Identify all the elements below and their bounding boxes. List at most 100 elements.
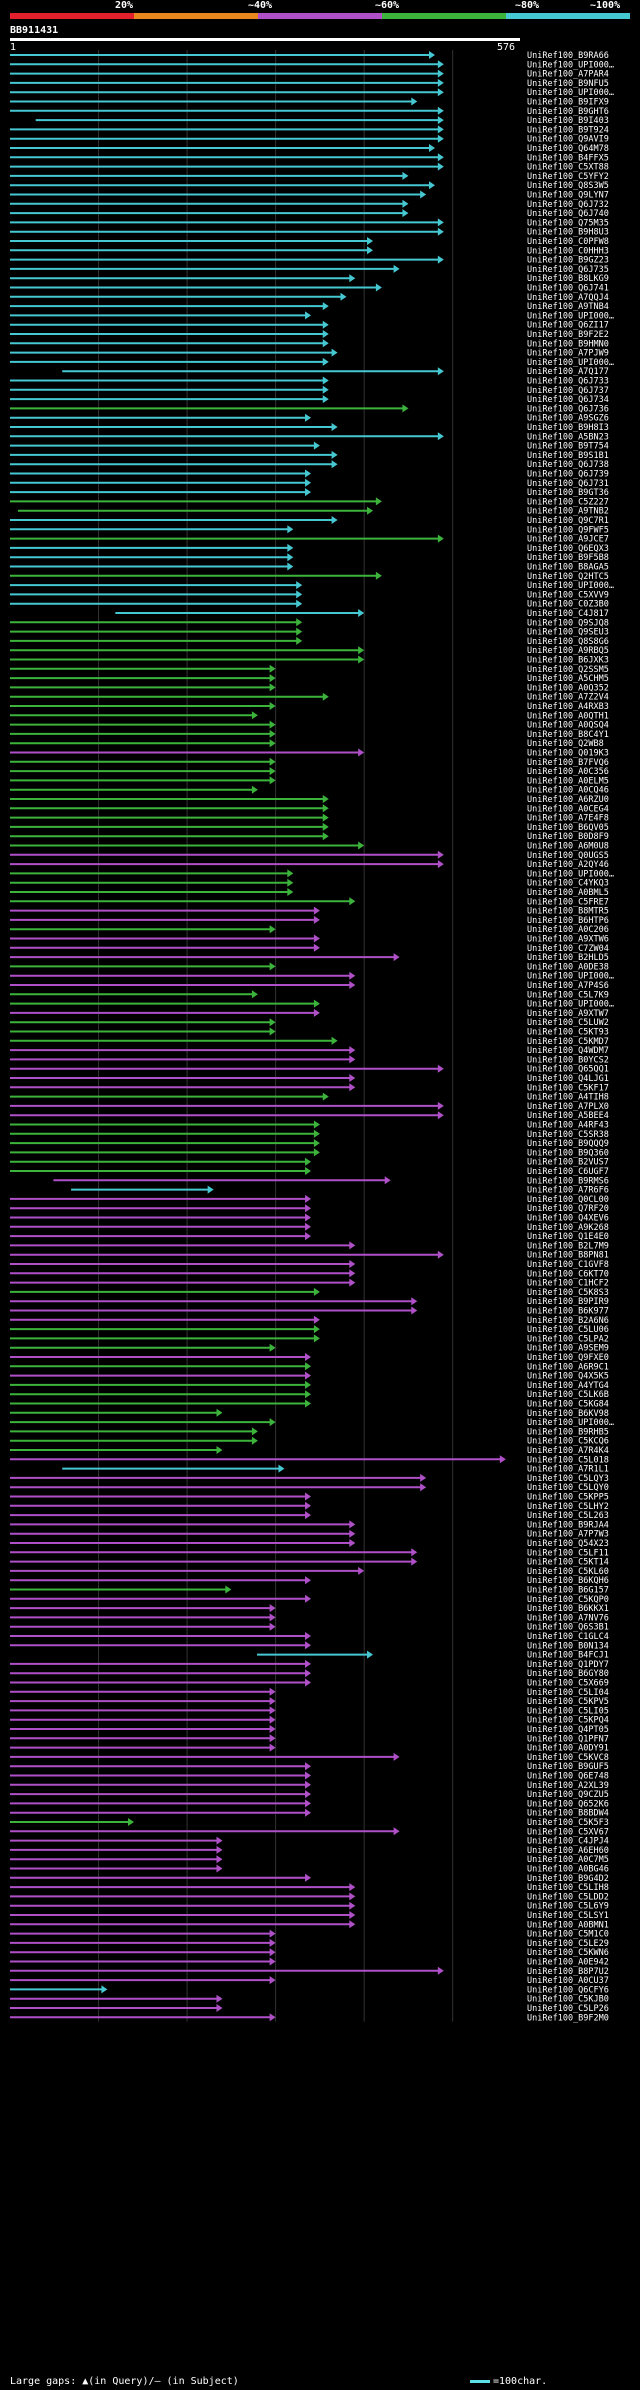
hit-row[interactable]: UniRef100_Q6E748 (10, 1771, 609, 1782)
hit-row[interactable]: UniRef100_B9GUF5 (10, 1762, 609, 1772)
hit-label[interactable]: UniRef100_C5KT93 (527, 1028, 609, 1038)
hit-row[interactable]: UniRef100_Q7RF20 (10, 1204, 609, 1214)
hit-label[interactable]: UniRef100_C5KMD7 (527, 1037, 609, 1047)
hit-row[interactable]: UniRef100_C5L7K9 (10, 990, 609, 1000)
hit-label[interactable]: UniRef100_UPI000… (527, 358, 614, 368)
hit-row[interactable]: UniRef100_C6KT70 (10, 1269, 609, 1279)
hit-label[interactable]: UniRef100_A9XTW6 (527, 935, 609, 945)
hit-label[interactable]: UniRef100_A0C356 (527, 767, 609, 777)
hit-row[interactable]: UniRef100_A0ELM5 (10, 776, 609, 786)
hit-row[interactable]: UniRef100_Q6EQX3 (10, 543, 609, 554)
hit-label[interactable]: UniRef100_Q2WB8 (527, 739, 604, 749)
hit-row[interactable]: UniRef100_C5FRE7 (10, 897, 609, 907)
hit-label[interactable]: UniRef100_B6G157 (527, 1586, 609, 1596)
hit-label[interactable]: UniRef100_B8BDW4 (527, 1809, 609, 1819)
hit-label[interactable]: UniRef100_C5LDD2 (527, 1892, 609, 1902)
hit-row[interactable]: UniRef100_C5M1C0 (10, 1929, 609, 1940)
hit-label[interactable]: UniRef100_C7ZW04 (527, 944, 609, 954)
hit-row[interactable]: UniRef100_B9F2M0 (10, 2013, 609, 2023)
hit-row[interactable]: UniRef100_Q65QQ1 (10, 1064, 609, 1075)
hit-label[interactable]: UniRef100_Q9LYN7 (527, 191, 609, 201)
hit-row[interactable]: UniRef100_Q1E4E0 (10, 1232, 609, 1242)
hit-label[interactable]: UniRef100_B6KV98 (527, 1409, 609, 1419)
hit-row[interactable]: UniRef100_A0C206 (10, 925, 609, 935)
hit-row[interactable]: UniRef100_Q6J741 (10, 283, 609, 294)
hit-row[interactable]: UniRef100_A4RXB3 (10, 702, 609, 712)
hit-row[interactable]: UniRef100_UPI000… (10, 88, 614, 98)
hit-label[interactable]: UniRef100_Q8S8G6 (527, 637, 609, 647)
hit-row[interactable]: UniRef100_C5LSY1 (10, 1911, 609, 1921)
hit-row[interactable]: UniRef100_C5KT14 (10, 1557, 609, 1568)
hit-row[interactable]: UniRef100_C5SR38 (10, 1129, 609, 1140)
hit-row[interactable]: UniRef100_C5LF11 (10, 1548, 609, 1558)
hit-row[interactable]: UniRef100_C0PFW8 (10, 237, 609, 247)
hit-row[interactable]: UniRef100_A7PAR4 (10, 69, 609, 80)
hit-row[interactable]: UniRef100_B6GY80 (10, 1669, 609, 1679)
hit-label[interactable]: UniRef100_A9TNB2 (527, 507, 609, 517)
hit-label[interactable]: UniRef100_C5XVV9 (527, 590, 609, 600)
hit-label[interactable]: UniRef100_Q75M35 (527, 218, 609, 228)
hit-row[interactable]: UniRef100_B6K977 (10, 1306, 609, 1317)
hit-label[interactable]: UniRef100_B0YCS2 (527, 1055, 609, 1065)
hit-label[interactable]: UniRef100_C5YFY2 (527, 172, 609, 182)
hit-row[interactable]: UniRef100_A0BMN1 (10, 1920, 609, 1930)
hit-label[interactable]: UniRef100_Q6J736 (527, 404, 609, 414)
hit-row[interactable]: UniRef100_C6UGF7 (10, 1167, 609, 1177)
hit-label[interactable]: UniRef100_B4FCJ1 (527, 1651, 609, 1661)
hit-row[interactable]: UniRef100_A0C356 (10, 767, 609, 777)
hit-label[interactable]: UniRef100_C5L7K9 (527, 990, 609, 1000)
hit-row[interactable]: UniRef100_Q4XEV6 (10, 1213, 609, 1224)
hit-row[interactable]: UniRef100_B9F2E2 (10, 330, 609, 340)
hit-row[interactable]: UniRef100_C5KPQ4 (10, 1715, 609, 1726)
hit-label[interactable]: UniRef100_Q65QQ1 (527, 1065, 609, 1075)
hit-row[interactable]: UniRef100_B9HMN0 (10, 339, 609, 349)
hit-label[interactable]: UniRef100_C5KCQ6 (527, 1437, 609, 1447)
hit-label[interactable]: UniRef100_A7R6F6 (527, 1186, 609, 1196)
hit-row[interactable]: UniRef100_C5XV67 (10, 1827, 609, 1837)
hit-label[interactable]: UniRef100_C5LPA2 (527, 1334, 609, 1344)
hit-row[interactable]: UniRef100_A7P7W3 (10, 1529, 609, 1540)
hit-row[interactable]: UniRef100_UPI000… (10, 971, 614, 982)
hit-row[interactable]: UniRef100_B9S1B1 (10, 450, 609, 461)
hit-label[interactable]: UniRef100_B9HMN0 (527, 339, 609, 349)
hit-row[interactable]: UniRef100_Q6J733 (10, 376, 609, 387)
hit-row[interactable]: UniRef100_A0CEG4 (10, 804, 609, 814)
hit-row[interactable]: UniRef100_C1HCF2 (10, 1278, 609, 1289)
hit-label[interactable]: UniRef100_UPI000… (527, 60, 614, 70)
hit-row[interactable]: UniRef100_B8AGA5 (10, 562, 609, 573)
hit-row[interactable]: UniRef100_Q8S8G6 (10, 636, 609, 647)
hit-label[interactable]: UniRef100_A4RF43 (527, 1121, 609, 1131)
hit-label[interactable]: UniRef100_B2L7M9 (527, 1241, 609, 1251)
hit-label[interactable]: UniRef100_A2QY46 (527, 860, 609, 870)
hit-label[interactable]: UniRef100_C5LHY2 (527, 1502, 609, 1512)
hit-row[interactable]: UniRef100_C4J817 (115, 609, 609, 619)
hit-row[interactable]: UniRef100_A7PJW9 (10, 348, 609, 359)
hit-label[interactable]: UniRef100_A6R9C1 (527, 1362, 609, 1372)
hit-label[interactable]: UniRef100_Q54X23 (527, 1539, 609, 1549)
hit-row[interactable]: UniRef100_Q64M78 (10, 144, 609, 154)
hit-label[interactable]: UniRef100_B8MTR5 (527, 907, 609, 917)
hit-row[interactable]: UniRef100_Q4LJG1 (10, 1074, 609, 1084)
hit-label[interactable]: UniRef100_A7QQJ4 (527, 293, 609, 303)
hit-label[interactable]: UniRef100_Q6J732 (527, 200, 609, 210)
hit-label[interactable]: UniRef100_C4JPJ4 (527, 1837, 609, 1847)
hit-label[interactable]: UniRef100_B9QQQ9 (527, 1139, 609, 1149)
hit-label[interactable]: UniRef100_Q2SSM5 (527, 665, 609, 675)
hit-label[interactable]: UniRef100_B6K977 (527, 1307, 609, 1317)
hit-label[interactable]: UniRef100_C5KG84 (527, 1400, 609, 1410)
hit-row[interactable]: UniRef100_A0CU37 (10, 1976, 609, 1986)
hit-label[interactable]: UniRef100_B8C4Y1 (527, 730, 609, 740)
hit-label[interactable]: UniRef100_A0C206 (527, 925, 609, 935)
hit-row[interactable]: UniRef100_A4RF43 (10, 1120, 609, 1131)
hit-row[interactable]: UniRef100_B2VUS7 (10, 1157, 609, 1168)
hit-label[interactable]: UniRef100_Q652K6 (527, 1799, 609, 1809)
hit-row[interactable]: UniRef100_UPI000… (10, 60, 614, 70)
hit-label[interactable]: UniRef100_B9GHT6 (527, 107, 609, 117)
hit-label[interactable]: UniRef100_A4TIH8 (527, 1093, 609, 1103)
hit-label[interactable]: UniRef100_B9T754 (527, 442, 609, 452)
hit-row[interactable]: UniRef100_Q1PFN7 (10, 1734, 609, 1744)
hit-label[interactable]: UniRef100_Q6CFY6 (527, 1985, 609, 1995)
hit-label[interactable]: UniRef100_B9S1B1 (527, 451, 609, 461)
hit-row[interactable]: UniRef100_C5K5F3 (10, 1818, 609, 1828)
hit-label[interactable]: UniRef100_A7R1L1 (527, 1465, 609, 1475)
